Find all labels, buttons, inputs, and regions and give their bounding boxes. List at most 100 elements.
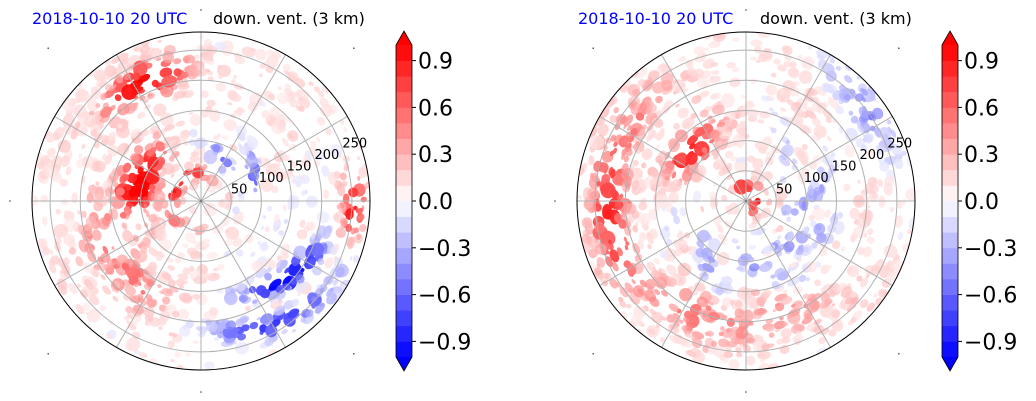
corner-tick xyxy=(554,200,556,202)
field-cell xyxy=(164,209,172,219)
corner-tick xyxy=(353,353,355,355)
colorbar-segment xyxy=(942,310,958,327)
colorbar-segment xyxy=(396,45,412,61)
field-cell xyxy=(721,297,733,308)
field-cell xyxy=(296,291,302,297)
field-cell xyxy=(224,238,233,246)
field-cell xyxy=(267,205,273,212)
field-cell xyxy=(632,88,640,97)
field-cell xyxy=(182,267,191,276)
field-cell xyxy=(890,267,894,273)
field-cell xyxy=(681,169,694,182)
field-cell xyxy=(104,264,114,276)
colorbar-segment xyxy=(942,138,958,155)
field-cell xyxy=(322,147,326,152)
field-cell xyxy=(608,239,612,244)
field-cell xyxy=(732,67,740,73)
field-cell xyxy=(775,302,785,312)
colorbar-segment xyxy=(396,76,412,93)
field-cell xyxy=(869,191,879,203)
field-cell xyxy=(95,181,100,186)
field-cell xyxy=(37,161,45,170)
field-cell xyxy=(589,155,595,164)
field-cell xyxy=(686,67,696,76)
field-cell xyxy=(298,230,307,240)
field-cell xyxy=(659,63,668,72)
field-cell xyxy=(817,59,827,69)
field-cell xyxy=(336,182,346,197)
field-cell xyxy=(667,277,677,288)
field-cell xyxy=(311,304,316,309)
field-cell xyxy=(757,351,771,360)
field-cell xyxy=(765,84,778,96)
field-cell xyxy=(866,302,876,312)
field-cell xyxy=(73,110,78,115)
field-cell xyxy=(148,183,156,191)
field-cell xyxy=(64,257,70,265)
field-cell xyxy=(828,300,833,304)
field-cell xyxy=(194,54,200,60)
field-cell xyxy=(282,154,291,162)
field-cell xyxy=(746,100,753,105)
field-cell xyxy=(828,329,837,337)
field-cell xyxy=(209,307,219,316)
field-cell xyxy=(822,145,828,152)
field-cell xyxy=(795,331,802,338)
field-cell xyxy=(685,152,698,165)
colorbar: −0.9 −0.6 −0.3 0.0 0.3 0.6 0.9 xyxy=(395,30,471,372)
field-cell xyxy=(311,265,322,276)
field-cell xyxy=(300,268,305,273)
field-cell xyxy=(857,124,864,134)
field-cell xyxy=(288,133,293,139)
field-cell xyxy=(308,81,314,87)
field-cell xyxy=(700,299,705,304)
field-cell xyxy=(623,114,634,127)
field-cell xyxy=(735,156,748,163)
field-cell xyxy=(188,265,195,272)
field-cell xyxy=(212,135,219,141)
field-cell xyxy=(749,263,760,272)
field-cell xyxy=(117,142,130,156)
field-cell xyxy=(128,209,133,214)
field-cell xyxy=(734,300,743,309)
field-cell xyxy=(223,250,232,258)
colorbar-segment xyxy=(396,123,412,139)
field-cell xyxy=(601,174,611,184)
field-cell xyxy=(96,115,102,121)
field-cell xyxy=(353,227,359,234)
colorbar-segment xyxy=(942,201,958,217)
field-cell xyxy=(159,67,173,78)
field-cell xyxy=(230,79,236,84)
field-cell xyxy=(57,139,71,153)
field-cell xyxy=(662,180,668,188)
field-cell xyxy=(173,90,187,99)
field-cell xyxy=(126,313,135,320)
field-cell xyxy=(850,115,859,124)
field-cell xyxy=(99,304,106,312)
field-cell xyxy=(782,322,789,327)
field-cell xyxy=(176,309,190,320)
field-cell xyxy=(143,129,147,133)
field-cell xyxy=(85,216,97,229)
field-cell xyxy=(710,340,718,348)
field-cell xyxy=(695,149,701,156)
radial-tick-label: 50 xyxy=(231,183,248,198)
field-cell xyxy=(666,313,678,324)
field-cell xyxy=(826,83,837,94)
field-cell xyxy=(172,58,182,65)
field-cell xyxy=(71,129,77,134)
field-cell xyxy=(805,277,811,282)
field-cell xyxy=(281,328,288,335)
field-cell xyxy=(133,145,144,155)
field-cell xyxy=(138,352,148,358)
field-cell xyxy=(86,192,94,204)
field-cell xyxy=(91,229,102,241)
field-cell xyxy=(648,70,660,81)
field-cell xyxy=(84,279,94,290)
angular-gridline xyxy=(599,200,747,286)
field-cell xyxy=(786,99,795,106)
field-cell xyxy=(770,127,777,134)
field-cell xyxy=(660,267,667,275)
field-cell xyxy=(299,219,306,228)
field-cell xyxy=(343,126,348,133)
